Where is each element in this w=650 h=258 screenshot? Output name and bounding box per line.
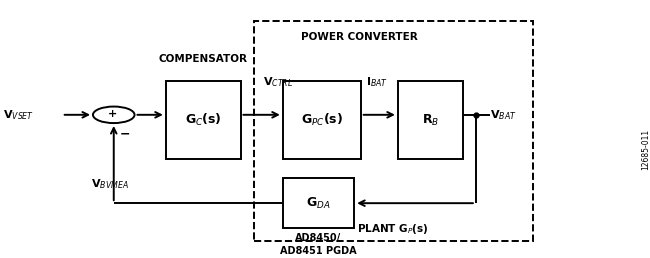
Bar — [166, 81, 240, 159]
Text: −: − — [120, 128, 131, 141]
Bar — [398, 81, 463, 159]
Text: +: + — [108, 109, 117, 118]
Text: G$_C$(s): G$_C$(s) — [185, 112, 222, 128]
Text: V$_{BVMEA}$: V$_{BVMEA}$ — [91, 178, 129, 191]
Text: PLANT G$_P$(s): PLANT G$_P$(s) — [358, 222, 429, 236]
Text: V$_{CTRL}$: V$_{CTRL}$ — [263, 75, 293, 89]
Text: R$_B$: R$_B$ — [422, 112, 439, 127]
Bar — [254, 21, 533, 241]
Text: G$_{PC}$(s): G$_{PC}$(s) — [301, 112, 343, 128]
Text: G$_{DA}$: G$_{DA}$ — [306, 196, 331, 211]
Text: I$_{BAT}$: I$_{BAT}$ — [366, 75, 388, 89]
Text: V$_{BAT}$: V$_{BAT}$ — [490, 108, 517, 122]
Text: AD8450/
AD8451 PGDA: AD8450/ AD8451 PGDA — [280, 233, 357, 256]
Text: V$_{VSET}$: V$_{VSET}$ — [3, 108, 34, 122]
Bar — [283, 178, 354, 228]
Text: POWER CONVERTER: POWER CONVERTER — [302, 32, 418, 42]
Bar — [283, 81, 361, 159]
Text: 12685-011: 12685-011 — [641, 129, 650, 170]
Text: COMPENSATOR: COMPENSATOR — [159, 54, 248, 64]
